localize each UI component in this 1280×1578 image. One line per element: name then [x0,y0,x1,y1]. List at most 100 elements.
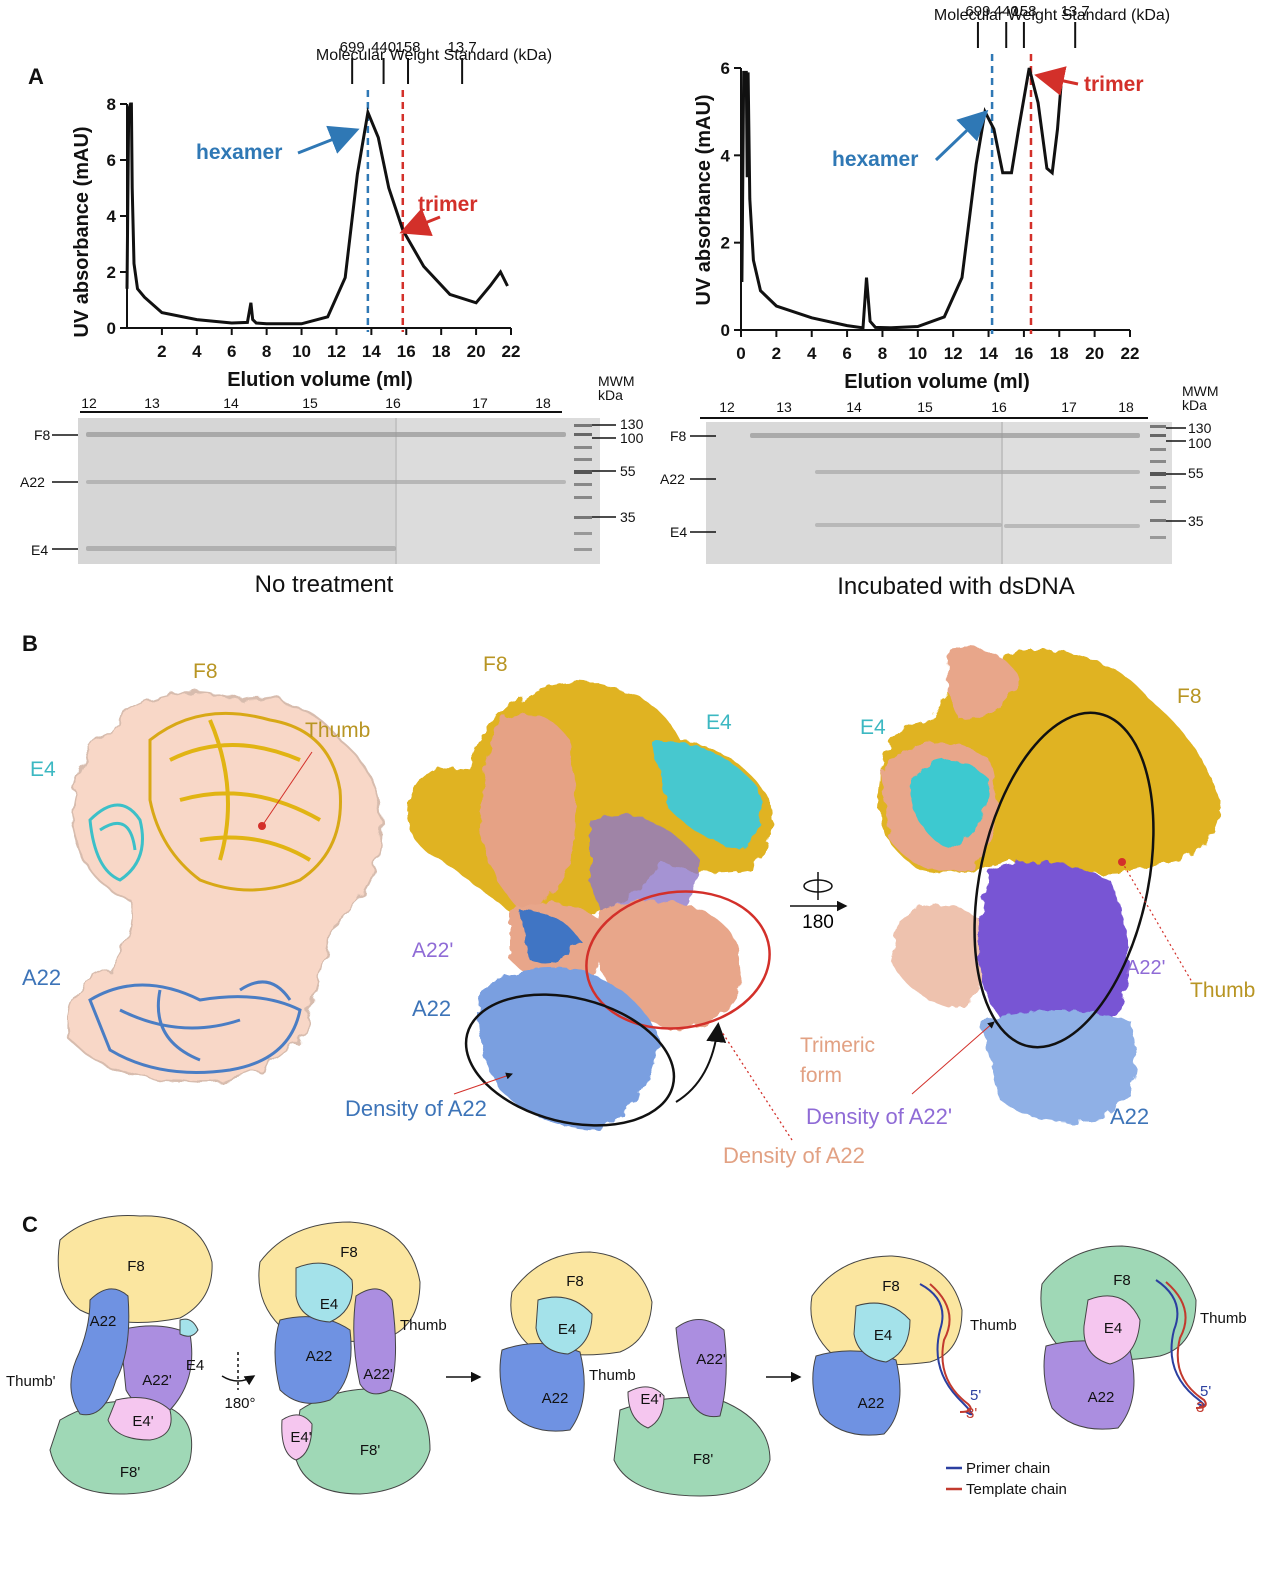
x-tick-label: 2 [157,342,166,361]
hexamer-label: hexamer [832,148,918,171]
trimer-arrow [399,208,441,237]
hexamer-arrow [297,125,360,155]
fraction-label: 14 [846,399,862,415]
label-a22-prime: A22' [142,1372,172,1389]
sds-page-gel-dsdna: 12 13 14 15 16 17 18 [660,383,1219,600]
band-label-a22: A22 [20,474,45,490]
legend-primer: Primer chain [966,1460,1050,1477]
x-tick-label: 4 [807,344,817,363]
schematic-dissociated: F8 E4 A22 Thumb A22' E4' F8' [499,1251,771,1497]
cryoem-density-map: F8 E4 A22' A22 Density of A22 Density of… [345,653,865,1168]
y-tick-label: 4 [107,207,117,226]
x-tick-label: 10 [292,342,311,361]
mw-marker-label: 158 [396,39,421,56]
mwm-title: MWM kDa [598,373,635,403]
fraction-label: 16 [991,399,1007,415]
mwm-label: 35 [1188,513,1204,529]
dna-legend: Primer chain Template chain [946,1460,1067,1498]
mwm-label: 130 [620,416,644,432]
label-trimeric: Trimeric [800,1034,875,1057]
label-density-a22-prime: Density of A22' [806,1104,952,1129]
f8-band [750,433,1140,438]
mwm-label: 100 [620,430,644,446]
mw-marker-label: 440 [994,3,1019,20]
x-tick-label: 22 [502,342,521,361]
y-axis-label: UV absorbance (mAU) [71,126,93,337]
x-tick-label: 16 [397,342,416,361]
label-a22: A22 [1110,1104,1149,1129]
fraction-label: 18 [1118,399,1134,415]
label-thumb: Thumb [589,1367,636,1384]
fraction-label: 17 [472,395,488,411]
label-a22: A22 [412,996,451,1021]
x-tick-label: 18 [1050,344,1069,363]
label-a22-prime: A22' [1126,957,1165,979]
y-tick-label: 0 [107,319,116,338]
x-tick-label: 10 [908,344,927,363]
label-e4: E4 [30,758,56,781]
hexamer-label: hexamer [196,141,282,164]
label-3prime: 3' [966,1405,977,1422]
a22-band [815,470,1140,474]
y-tick-label: 6 [721,59,730,78]
label-f8: F8 [1113,1272,1131,1289]
fraction-label: 13 [144,395,160,411]
x-tick-label: 6 [227,342,236,361]
y-tick-label: 6 [107,151,116,170]
trimer-label: trimer [1084,73,1144,96]
mwm-label: 55 [620,463,636,479]
label-f8: F8 [127,1258,145,1275]
x-tick-label: 20 [1085,344,1104,363]
band-label-a22: A22 [660,471,685,487]
fraction-label: 13 [776,399,792,415]
mwm-label: 130 [1188,420,1212,436]
rotate-180-icon: 180° [221,1352,256,1412]
label-e4-prime: E4' [290,1429,311,1446]
label-5prime: 5' [1200,1383,1211,1400]
gel-bands [750,425,1166,539]
y-tick-label: 8 [107,95,116,114]
rotate-label: 180° [224,1395,255,1412]
x-tick-label: 18 [432,342,451,361]
schematic-trimer-dna-back: F8 E4 A22 Thumb 5' 3' [1040,1245,1247,1430]
mw-marker-label: 699 [965,3,990,20]
x-tick-label: 6 [842,344,851,363]
mwm-ladder [1150,425,1166,539]
label-a22: A22 [542,1390,569,1407]
label-f8-prime: F8' [360,1442,381,1459]
mwm-label: 100 [1188,435,1212,451]
label-a22-prime: A22' [363,1366,393,1383]
label-a22-prime: A22' [412,939,453,962]
label-density-a22: Density of A22 [345,1096,487,1121]
label-f8-prime: F8' [120,1464,141,1481]
label-e4: E4 [558,1321,576,1338]
label-f8-prime: F8' [693,1451,714,1468]
label-e4: E4 [706,711,732,734]
mwm-label: 35 [620,509,636,525]
x-axis-label: Elution volume (ml) [844,371,1030,393]
label-thumb: Thumb [305,719,370,742]
label-e4: E4 [186,1357,204,1374]
schematic-hexamer-back: F8 E4 A22 A22' E4' F8' Thumb [258,1221,447,1495]
x-tick-label: 0 [736,344,745,363]
cryoem-density-rotated: F8 E4 A22' Thumb Trimeric form Density o… [800,648,1255,1129]
fraction-label: 16 [385,395,401,411]
label-thumb: Thumb [400,1317,447,1334]
mwm-title: MWM kDa [1182,383,1219,413]
x-tick-label: 22 [1121,344,1140,363]
band-label-e4: E4 [31,542,48,558]
label-thumb: Thumb [1190,979,1255,1002]
label-5prime: 5' [970,1387,981,1404]
fraction-labels: 12 13 14 15 16 17 18 [81,395,551,411]
label-f8: F8 [483,653,508,676]
schematic-hexamer-front: F8 A22 A22' E4 E4' F8' Thumb' [6,1215,213,1495]
gel-bands [86,424,592,551]
sds-page-gel-untreated: 12 13 14 15 16 17 18 [20,373,644,598]
mw-standard-title: Molecular Weight Standard (kDa) [316,47,552,64]
y-tick-label: 4 [721,146,731,165]
label-e4-prime: E4' [132,1413,153,1430]
y-tick-label: 2 [721,234,730,253]
fraction-label: 12 [81,395,97,411]
label-e4: E4 [320,1296,338,1313]
x-tick-label: 14 [979,344,998,363]
